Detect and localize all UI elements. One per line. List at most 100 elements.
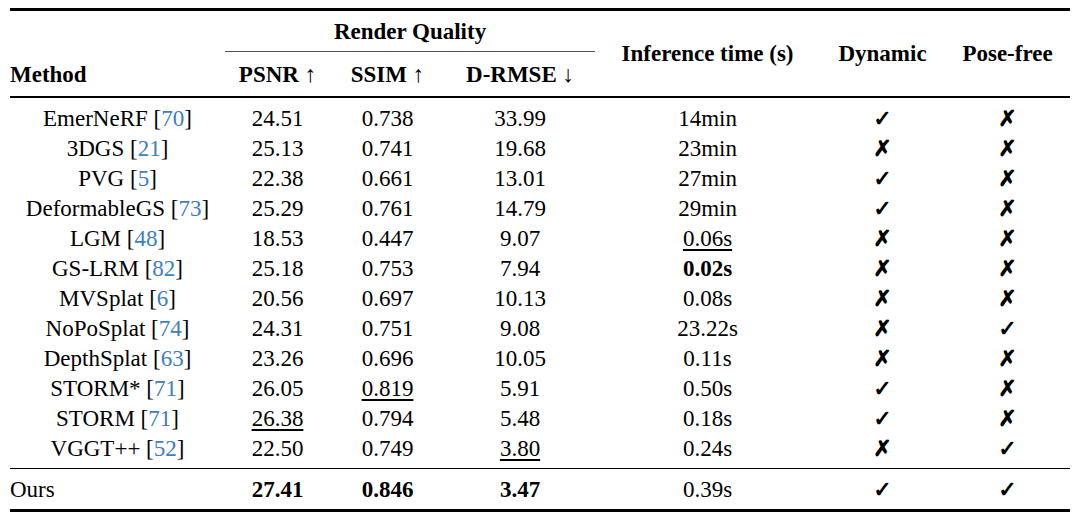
table-ours-section: Ours27.410.8463.470.39s✓✓: [10, 469, 1070, 511]
psnr-cell: 27.41: [225, 469, 330, 511]
check-icon: ✓: [873, 106, 891, 131]
d-rmse-cell: 3.47: [445, 469, 595, 511]
inference-time-cell-value: 0.39s: [683, 477, 732, 502]
check-icon: ✓: [873, 477, 891, 502]
citation-link[interactable]: 21: [138, 136, 161, 161]
citation-link[interactable]: 74: [159, 316, 182, 341]
pose-free-mark-cell: ✗: [945, 97, 1070, 133]
ssim-cell: 0.738: [330, 97, 445, 133]
d-rmse-cell: 9.08: [445, 313, 595, 343]
psnr-cell-value: 23.26: [252, 346, 304, 371]
pose-free-mark-cell: ✗: [945, 403, 1070, 433]
inference-time-cell: 14min: [595, 97, 820, 133]
table-row: NoPoSplat [74]24.310.7519.0823.22s✗✓: [10, 313, 1070, 343]
cross-icon: ✗: [998, 196, 1016, 221]
d-rmse-cell: 5.48: [445, 403, 595, 433]
cross-icon: ✗: [873, 136, 891, 161]
table-row: DeformableGS [73]25.290.76114.7929min✓✗: [10, 193, 1070, 223]
d-rmse-cell: 13.01: [445, 163, 595, 193]
psnr-cell: 24.51: [225, 97, 330, 133]
dynamic-mark-cell: ✗: [820, 283, 945, 313]
inference-time-cell: 27min: [595, 163, 820, 193]
ssim-cell-value: 0.447: [362, 226, 414, 251]
check-icon: ✓: [873, 376, 891, 401]
d-rmse-cell: 14.79: [445, 193, 595, 223]
citation-link[interactable]: 5: [138, 166, 150, 191]
dynamic-mark-cell: ✗: [820, 253, 945, 283]
psnr-cell-value: 22.50: [252, 436, 304, 461]
ssim-cell: 0.794: [330, 403, 445, 433]
ssim-cell-value: 0.738: [362, 106, 414, 131]
method-cell: MVSplat [6]: [10, 283, 225, 313]
citation-link[interactable]: 52: [154, 436, 177, 461]
check-icon: ✓: [873, 196, 891, 221]
method-cell: EmerNeRF [70]: [10, 97, 225, 133]
d-rmse-cell: 3.80: [445, 433, 595, 469]
inference-time-cell-value: 0.24s: [683, 436, 732, 461]
ssim-cell-value: 0.761: [362, 196, 414, 221]
method-cell: NoPoSplat [74]: [10, 313, 225, 343]
psnr-cell-value: 26.05: [252, 376, 304, 401]
inference-time-cell: 0.06s: [595, 223, 820, 253]
table-row: EmerNeRF [70]24.51 0.738 33.99 14min ✓ ✗: [10, 97, 1070, 133]
citation-link[interactable]: 71: [148, 406, 171, 431]
table-row: LGM [48]18.530.4479.070.06s✗✗: [10, 223, 1070, 253]
dynamic-mark-cell: ✓: [820, 403, 945, 433]
psnr-cell-value: 25.18: [252, 256, 304, 281]
d-rmse-cell-value: 9.07: [500, 226, 540, 251]
pose-free-mark-cell: ✗: [945, 163, 1070, 193]
citation-link[interactable]: 71: [154, 376, 177, 401]
column-header-psnr: PSNR ↑: [225, 52, 330, 98]
ssim-cell: 0.696: [330, 343, 445, 373]
ssim-cell: 0.741: [330, 133, 445, 163]
ssim-cell-value: 0.697: [362, 286, 414, 311]
column-header-method: Method: [10, 10, 225, 98]
ssim-cell-value: 0.749: [362, 436, 414, 461]
method-cell: 3DGS [21]: [10, 133, 225, 163]
d-rmse-cell-value: 13.01: [494, 166, 546, 191]
cross-icon: ✗: [873, 256, 891, 281]
citation-link[interactable]: 63: [161, 346, 184, 371]
table-row: VGGT++ [52]22.500.7493.800.24s✗✓: [10, 433, 1070, 469]
inference-time-cell-value: 29min: [678, 196, 737, 221]
method-cell: Ours: [10, 469, 225, 511]
ssim-cell-value: 0.696: [362, 346, 414, 371]
pose-free-mark-cell: ✓: [945, 313, 1070, 343]
d-rmse-cell-value: 33.99: [494, 106, 546, 131]
pose-free-mark-cell: ✓: [945, 469, 1070, 511]
d-rmse-cell-value: 5.48: [500, 406, 540, 431]
pose-free-mark-cell: ✗: [945, 133, 1070, 163]
check-icon: ✓: [873, 406, 891, 431]
citation-link[interactable]: 48: [134, 226, 157, 251]
method-cell: STORM* [71]: [10, 373, 225, 403]
d-rmse-cell-value: 10.05: [494, 346, 546, 371]
citation-link[interactable]: 70: [161, 106, 184, 131]
dynamic-mark-cell: ✓: [820, 163, 945, 193]
dynamic-mark-cell: ✓: [820, 97, 945, 133]
method-cell: STORM [71]: [10, 403, 225, 433]
dynamic-mark-cell: ✓: [820, 373, 945, 403]
psnr-cell: 25.18: [225, 253, 330, 283]
cross-icon: ✗: [998, 136, 1016, 161]
table-row: 3DGS [21]25.130.74119.6823min✗✗: [10, 133, 1070, 163]
table-header: Method Render Quality Inference time (s)…: [10, 10, 1070, 98]
ssim-cell-value: 0.741: [362, 136, 414, 161]
ssim-cell: 0.447: [330, 223, 445, 253]
inference-time-cell-value: 0.11s: [683, 346, 731, 371]
ssim-cell-value: 0.751: [362, 316, 414, 341]
d-rmse-cell: 19.68: [445, 133, 595, 163]
inference-time-cell: 23.22s: [595, 313, 820, 343]
citation-link[interactable]: 73: [179, 196, 202, 221]
table-row: MVSplat [6]20.560.69710.130.08s✗✗: [10, 283, 1070, 313]
citation-link[interactable]: 82: [152, 256, 175, 281]
d-rmse-cell: 10.05: [445, 343, 595, 373]
psnr-cell: 24.31: [225, 313, 330, 343]
column-header-inference-time: Inference time (s): [595, 10, 820, 98]
citation-link[interactable]: 6: [157, 286, 169, 311]
psnr-cell-value: 18.53: [252, 226, 304, 251]
d-rmse-cell: 9.07: [445, 223, 595, 253]
table-body: EmerNeRF [70]24.510.73833.9914min✓✗3DGS …: [10, 97, 1070, 469]
psnr-cell-value: 24.31: [252, 316, 304, 341]
inference-time-cell: 29min: [595, 193, 820, 223]
table-row: GS-LRM [82]25.180.7537.940.02s✗✗: [10, 253, 1070, 283]
